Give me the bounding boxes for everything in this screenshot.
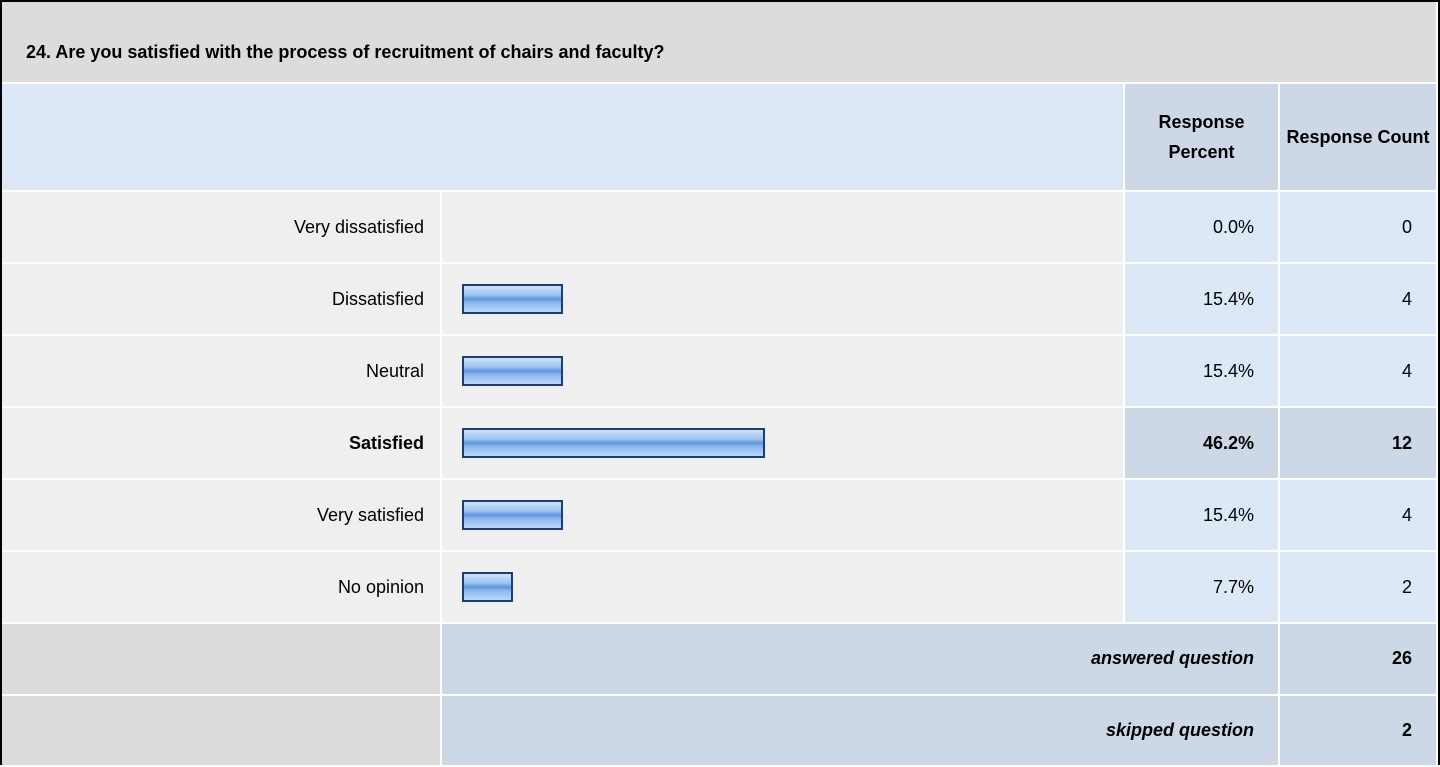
row-label: Very satisfied (2, 480, 442, 552)
column-header: Response Count (1280, 84, 1438, 192)
bar-cell (442, 192, 1125, 264)
percent: 0.0% (1125, 192, 1280, 264)
bar (462, 572, 513, 602)
count: 12 (1280, 408, 1438, 480)
percent: 7.7% (1125, 552, 1280, 624)
title: 24. Are you satisfied with the process o… (2, 2, 1438, 84)
count: 4 (1280, 264, 1438, 336)
summary-label: answered question (442, 624, 1280, 696)
row-label: No opinion (2, 552, 442, 624)
percent: 15.4% (1125, 264, 1280, 336)
row-label: Dissatisfied (2, 264, 442, 336)
percent: 46.2% (1125, 408, 1280, 480)
bar (462, 356, 563, 386)
percent: 15.4% (1125, 336, 1280, 408)
count: 4 (1280, 336, 1438, 408)
bar (462, 500, 563, 530)
summary-count: 2 (1280, 696, 1438, 767)
count: 4 (1280, 480, 1438, 552)
row-label: Neutral (2, 336, 442, 408)
summary-count: 26 (1280, 624, 1438, 696)
column-header: Response Percent (1125, 84, 1280, 192)
summary-blank (2, 696, 442, 767)
header-blank (2, 84, 1125, 192)
bar-cell (442, 552, 1125, 624)
count: 0 (1280, 192, 1438, 264)
row-label: Satisfied (2, 408, 442, 480)
bar (462, 284, 563, 314)
summary-label: skipped question (442, 696, 1280, 767)
count: 2 (1280, 552, 1438, 624)
row-label: Very dissatisfied (2, 192, 442, 264)
bar (462, 428, 765, 458)
percent: 15.4% (1125, 480, 1280, 552)
summary-blank (2, 624, 442, 696)
